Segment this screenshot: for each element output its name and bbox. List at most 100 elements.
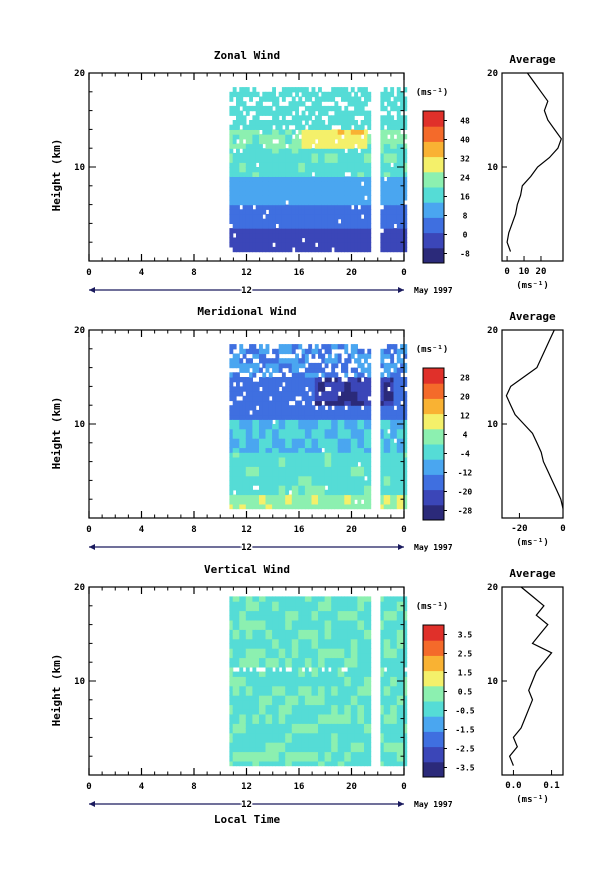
heatmap-cell [268,138,273,145]
heatmap-cell [318,480,322,486]
heatmap-cell [396,176,401,182]
heatmap-cell [344,447,349,453]
heatmap-cell [236,690,240,696]
heatmap-cell [396,438,401,444]
heatmap-cell [239,760,244,767]
heatmap-cell [278,461,283,467]
heatmap-cell [354,610,358,616]
heatmap-cell [318,713,322,720]
heatmap-cell [288,438,293,444]
heatmap-cell [262,471,267,477]
heatmap-cell [324,475,329,481]
heatmap-cell [232,228,237,234]
heatmap-cell [288,503,293,510]
heatmap-cell [364,181,368,187]
heatmap-cell [278,494,283,500]
heatmap-cell [393,181,398,187]
heatmap-cell [393,391,398,397]
heatmap-cell [344,199,349,206]
heatmap-cell [288,652,293,659]
heatmap-cell [334,619,339,626]
heatmap-cell [298,662,303,668]
heatmap-cell [252,409,257,416]
heatmap-cell [295,718,299,724]
heatmap-cell [262,681,267,687]
heatmap-cell [327,447,332,453]
heatmap-cell [386,152,391,159]
heatmap-cell [304,666,309,673]
heatmap-cell [380,124,385,130]
heatmap-cell [357,171,362,177]
heatmap-cell [291,475,296,481]
heatmap-cell [318,723,322,729]
heatmap-cell [301,424,306,430]
heatmap-cell [242,176,247,182]
heatmap-cell [403,391,408,397]
heatmap-cell [278,195,283,201]
heatmap-cell [327,456,332,463]
average-x-tick-label: 0 [504,267,509,277]
heatmap-cell [291,751,296,757]
heatmap-cell [232,447,237,453]
heatmap-cell [354,466,358,472]
heatmap-cell [321,723,326,729]
heatmap-cell [236,648,240,654]
heatmap-cell [298,494,303,500]
heatmap-cell [259,110,263,116]
heatmap-cell [327,760,332,767]
heatmap-cell [308,381,313,387]
heatmap-cell [311,499,316,505]
heatmap-cell [275,157,280,163]
heatmap-cell [360,442,365,449]
heatmap-cell [367,433,372,439]
heatmap-cell [347,605,352,612]
heatmap-cell [275,409,280,416]
heatmap-cell [281,134,286,140]
heatmap-cell [295,643,299,649]
heatmap-cell [324,372,329,378]
heatmap-cell [255,456,260,463]
heatmap-cell [272,499,276,505]
heatmap-cell [396,372,401,378]
heatmap-cell [354,209,358,215]
heatmap-cell [265,499,270,505]
heatmap-cell [318,237,322,243]
heatmap-cell [357,428,362,434]
heatmap-cell [324,232,329,239]
heatmap-cell [242,246,247,253]
heatmap-cell [331,638,336,644]
heatmap-cell [304,475,309,481]
heatmap-cell [324,242,329,248]
heatmap-cell [308,461,313,467]
heatmap-cell [364,438,368,444]
heatmap-cell [255,489,260,496]
heatmap-cell [344,737,349,743]
heatmap-cell [242,662,247,668]
heatmap-cell [255,167,260,173]
heatmap-cell [360,610,365,616]
heatmap-cell [341,624,345,630]
heatmap-cell [249,475,253,481]
heatmap-cell [255,442,260,449]
heatmap-cell [380,120,385,126]
heatmap-cell [350,695,355,701]
heatmap-cell [252,480,257,486]
heatmap-cell [295,353,299,359]
heatmap-cell [239,499,244,505]
heatmap-cell [347,381,352,387]
heatmap-cell [350,732,355,738]
heatmap-cell [281,157,286,163]
heatmap-cell [341,124,345,130]
heatmap-cell [285,489,290,496]
heatmap-cell [265,718,270,724]
heatmap-cell [252,138,257,145]
heatmap-cell [285,391,290,397]
heatmap-cell [288,699,293,706]
heatmap-cell [331,499,336,505]
heatmap-cell [344,676,349,682]
heatmap-cell [396,428,401,434]
heatmap-cell [318,760,322,767]
heatmap-cell [341,452,345,458]
heatmap-cell [318,143,322,149]
heatmap-cell [278,456,283,463]
